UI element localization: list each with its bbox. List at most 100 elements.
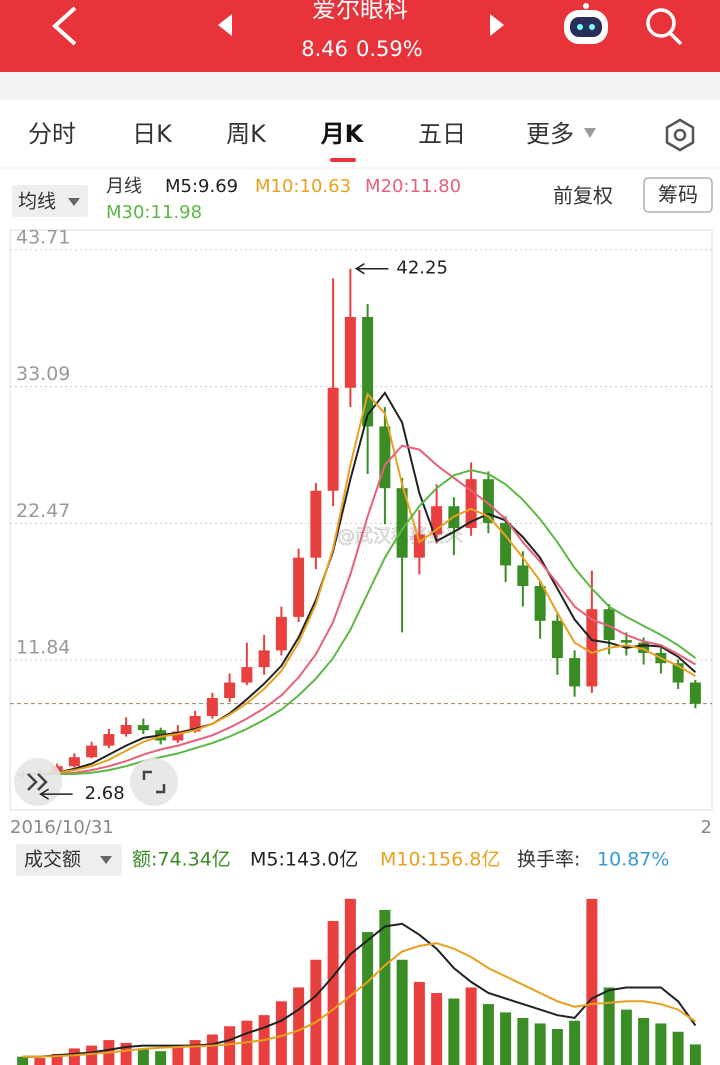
expand-button[interactable] [14, 758, 62, 806]
prev-stock[interactable] [218, 14, 232, 36]
volume-bar [224, 1026, 236, 1065]
candle-body [586, 609, 598, 687]
candle-body [327, 387, 339, 491]
ma-button[interactable] [12, 185, 88, 217]
volume-bar [672, 1031, 684, 1065]
candle-body [638, 642, 650, 653]
candle-body [310, 490, 322, 558]
turnover: 10.87% [597, 849, 669, 871]
candle-body [172, 731, 184, 741]
volume-bar [448, 998, 460, 1065]
amount-label: 额:74.34亿 [132, 849, 231, 871]
max-arrow [354, 263, 389, 275]
back-button[interactable] [52, 6, 77, 46]
min-label: 2.68 [85, 783, 125, 804]
volume-bar [465, 987, 477, 1065]
volume-bar [155, 1051, 167, 1065]
volume-bar [189, 1040, 201, 1065]
candle-body [551, 620, 563, 659]
candle-body [620, 640, 632, 643]
volume-bar [137, 1048, 149, 1065]
next-stock[interactable] [490, 14, 504, 36]
volume-ma-line [22, 922, 697, 1058]
candle-body [396, 488, 408, 558]
legend-entry: M10:156.8亿 [380, 849, 500, 871]
tab[interactable]: 更多 [526, 120, 574, 148]
volume-bar [482, 1004, 494, 1065]
tab-underline [330, 158, 356, 162]
candle-body [500, 522, 512, 566]
y-tick-label: 43.71 [16, 226, 70, 248]
period: 月线 [106, 176, 142, 197]
chips-button[interactable] [643, 177, 713, 213]
volume-bar [275, 1001, 287, 1065]
volume-bar [413, 981, 425, 1065]
adjust[interactable]: 前复权 [553, 184, 613, 208]
candle-body [534, 586, 546, 621]
tab-active[interactable]: 月K [320, 120, 365, 148]
ma-arrow [68, 198, 80, 206]
volume-bar [689, 1044, 701, 1065]
volume-bar [68, 1048, 80, 1065]
candle-body [413, 534, 425, 558]
tab[interactable]: 日K [132, 120, 173, 148]
fullscreen-button[interactable] [130, 758, 178, 806]
candle-body [603, 609, 615, 641]
ma-line [22, 469, 696, 775]
search-icon[interactable] [646, 8, 683, 46]
volume-bar [51, 1053, 63, 1065]
volume-bar [120, 1042, 132, 1065]
candle-body [569, 658, 581, 687]
candle-body [379, 426, 391, 489]
volume-bar [534, 1023, 546, 1065]
candle-body [465, 479, 477, 529]
ma-line [22, 391, 697, 775]
tab[interactable]: 分时 [28, 120, 76, 148]
candle-body [258, 650, 270, 668]
candle-body [224, 682, 236, 699]
tab[interactable]: 五日 [418, 120, 466, 148]
legend-entry: M30:11.98 [106, 202, 202, 223]
legend-entry: M5:143.0亿 [250, 849, 358, 871]
volume-bar [172, 1045, 184, 1065]
stock-title: 爱尔眼科 [312, 0, 408, 23]
volume-bar [362, 932, 374, 1065]
candle-body [689, 682, 701, 704]
turnover-label: 换手率: [517, 849, 580, 871]
candle-body [431, 506, 443, 535]
robot-icon[interactable] [564, 3, 608, 44]
y-tick-label: 22.47 [16, 500, 70, 522]
x-label: 2016/10/31 [10, 817, 114, 838]
max-label: 42.25 [396, 258, 448, 279]
volume-bar [206, 1034, 218, 1065]
change: 0.59% [356, 37, 423, 61]
ma-line [22, 392, 696, 775]
volume-bar [86, 1045, 98, 1065]
spacer [0, 72, 720, 100]
ma-button-label: 均线 [18, 191, 56, 213]
volume-bar [34, 1058, 46, 1065]
candle-body [120, 725, 132, 735]
volume-bar [551, 1029, 563, 1065]
candle-body [275, 616, 287, 651]
legend-entry: M10:10.63 [255, 176, 351, 197]
ma-line [22, 444, 696, 775]
candle-body [103, 734, 115, 746]
volume-bar [431, 993, 443, 1065]
volume-bar [620, 1009, 632, 1065]
candle-body [672, 663, 684, 683]
candle-body [68, 757, 80, 767]
volume-ma-line [22, 942, 696, 1058]
min-arrow [39, 788, 73, 800]
settings-icon[interactable] [665, 118, 695, 152]
candle-body [517, 565, 529, 587]
volume-button[interactable] [16, 844, 122, 876]
candle-body [137, 725, 149, 731]
volume-bar [655, 1023, 667, 1065]
volume-bar [327, 921, 339, 1065]
tab[interactable]: 周K [226, 120, 267, 148]
chips-label: 筹码 [658, 183, 698, 207]
volume-bar [500, 1012, 512, 1065]
candle-body [293, 557, 305, 617]
volume-button-label: 成交额 [24, 849, 81, 871]
